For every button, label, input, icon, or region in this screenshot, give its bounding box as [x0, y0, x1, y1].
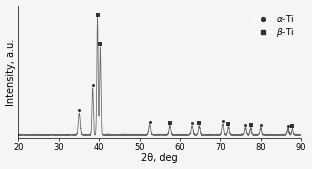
Legend: $\alpha$-Ti, $\beta$-Ti: $\alpha$-Ti, $\beta$-Ti [251, 10, 297, 42]
Y-axis label: Intensity, a.u.: Intensity, a.u. [6, 38, 16, 105]
X-axis label: 2θ, deg: 2θ, deg [141, 153, 178, 163]
